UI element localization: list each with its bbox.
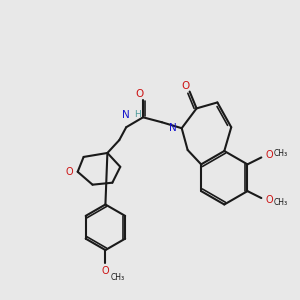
- Text: H: H: [134, 110, 141, 119]
- Text: CH₃: CH₃: [110, 273, 124, 282]
- Text: O: O: [265, 150, 273, 161]
- Text: O: O: [65, 167, 73, 177]
- Text: N: N: [122, 110, 130, 120]
- Text: N: N: [169, 123, 177, 133]
- Text: O: O: [265, 195, 273, 205]
- Text: O: O: [135, 89, 143, 100]
- Text: CH₃: CH₃: [273, 197, 287, 206]
- Text: O: O: [182, 81, 190, 91]
- Text: CH₃: CH₃: [273, 149, 287, 158]
- Text: O: O: [102, 266, 109, 276]
